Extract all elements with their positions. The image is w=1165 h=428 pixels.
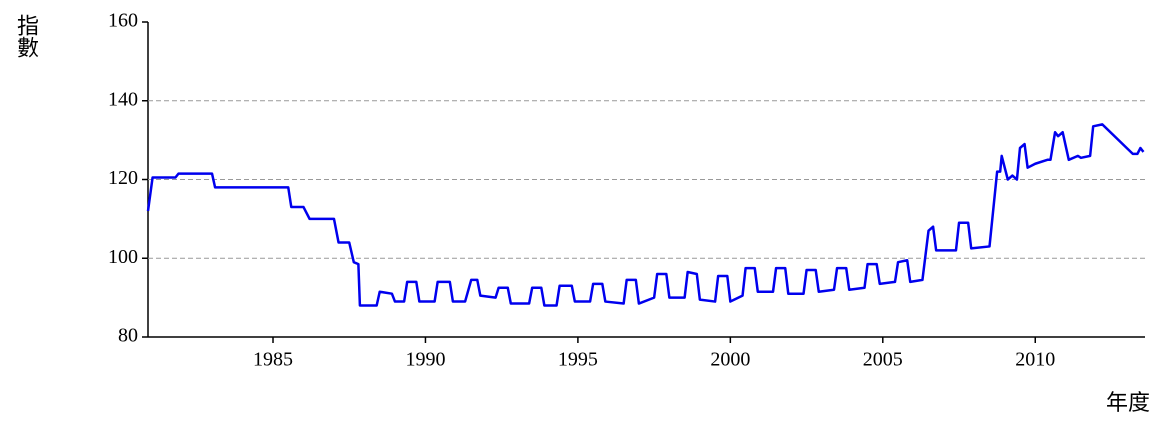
y-tick-label: 80 — [118, 325, 138, 347]
x-tick-label: 1995 — [558, 349, 598, 371]
y-tick-label: 120 — [108, 167, 138, 189]
x-tick-label: 1990 — [405, 349, 445, 371]
y-tick-label: 140 — [108, 88, 138, 110]
y-tick-label: 100 — [108, 246, 138, 268]
series-line — [146, 123, 1145, 307]
x-tick-label: 2000 — [710, 349, 750, 371]
y-axis-label: 指數 — [14, 14, 39, 58]
x-tick-label: 1985 — [253, 349, 293, 371]
x-axis-label: 年度 — [1106, 390, 1150, 415]
x-tick-label: 2010 — [1015, 349, 1055, 371]
x-tick-label: 2005 — [863, 349, 903, 371]
y-tick-label: 160 — [108, 10, 138, 32]
